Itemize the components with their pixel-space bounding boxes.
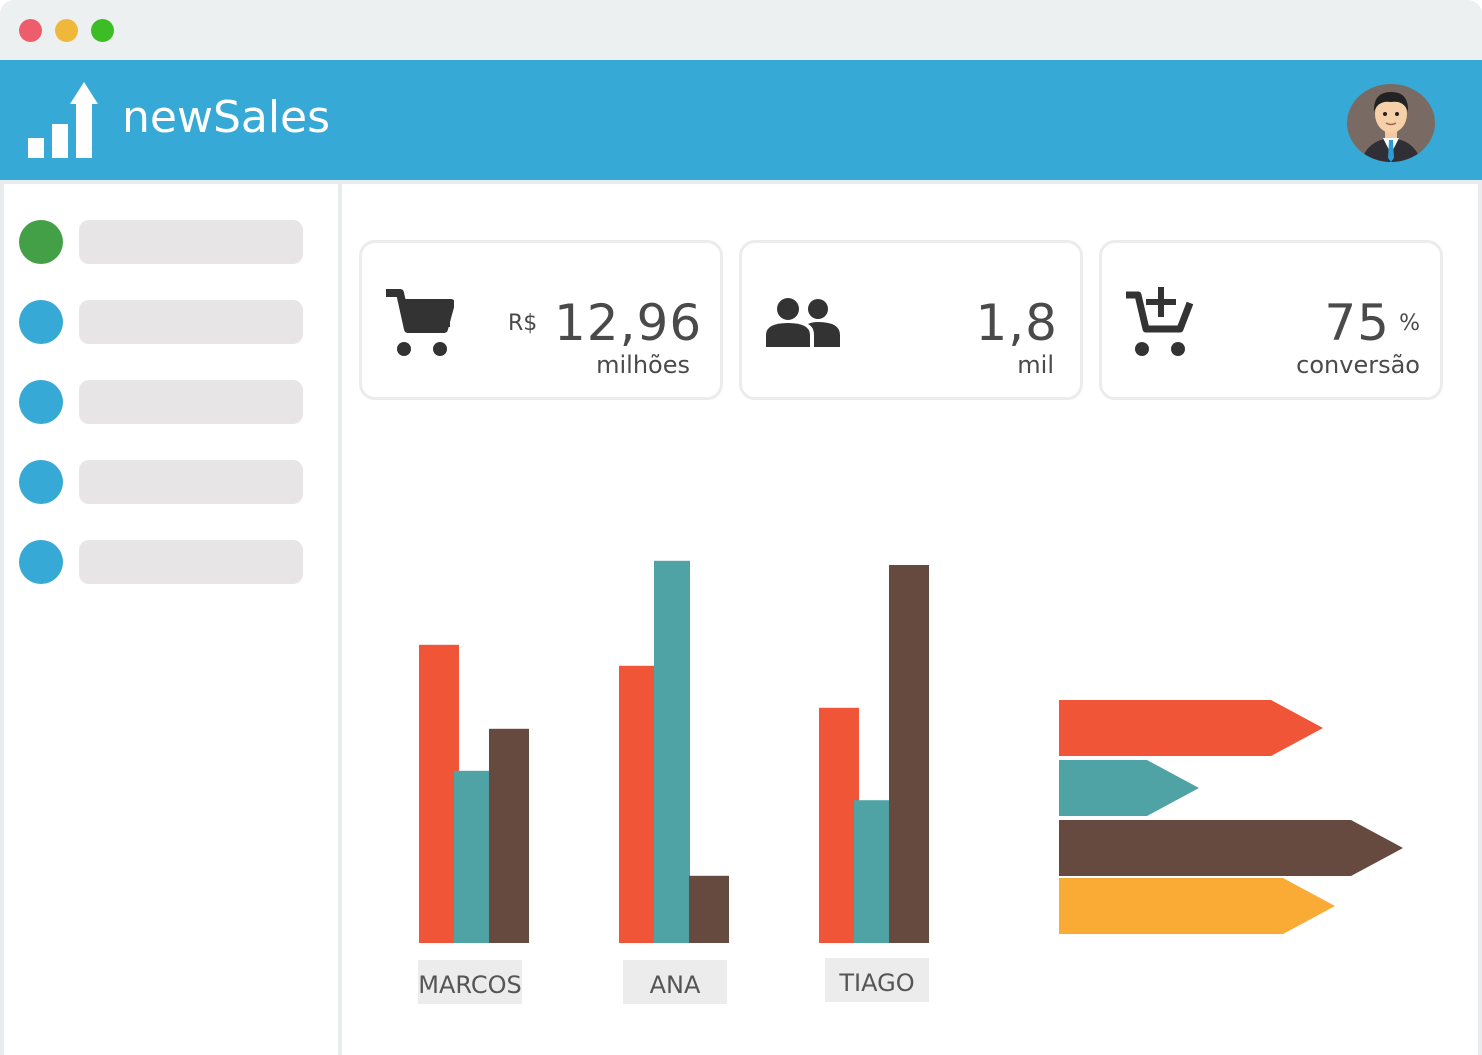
- sidebar-item-2-placeholder[interactable]: [79, 300, 303, 344]
- bar-tiago-series-1: [819, 707, 859, 943]
- vertical-bar-chart: [419, 560, 929, 943]
- sales-charts: [419, 560, 1403, 943]
- arrow-bar-4: [1059, 878, 1335, 934]
- revenue-prefix: R$: [508, 311, 538, 336]
- bar-ana-series-1: [619, 665, 659, 943]
- close-window-button[interactable]: [19, 19, 42, 42]
- customers-value: 1,8: [975, 294, 1058, 352]
- minimize-window-button[interactable]: [55, 19, 78, 42]
- sidebar-item-3-dot[interactable]: [19, 380, 63, 424]
- window-right-border: [1478, 180, 1482, 1055]
- bar-marcos-series-3: [489, 728, 529, 943]
- maximize-window-button[interactable]: [91, 19, 114, 42]
- horizontal-arrow-chart: [1059, 700, 1403, 934]
- bar-tiago-series-3: [889, 565, 929, 943]
- sidebar-item-3-placeholder[interactable]: [79, 380, 303, 424]
- bar-marcos-series-2: [454, 770, 490, 943]
- bar-tiago-series-2: [854, 800, 890, 943]
- conversion-value: 75: [1324, 294, 1390, 352]
- customers-unit: mil: [1017, 351, 1054, 379]
- customers-card[interactable]: 1,8 mil: [739, 240, 1083, 400]
- bar-ana-series-3: [689, 875, 729, 943]
- growth-chart-icon: [28, 82, 98, 158]
- sidebar-item-5-placeholder[interactable]: [79, 540, 303, 584]
- user-avatar[interactable]: [1347, 84, 1435, 162]
- bar-marcos-series-1: [419, 644, 459, 943]
- sidebar-item-2-dot[interactable]: [19, 300, 63, 344]
- sidebar-item-1-dot[interactable]: [19, 220, 63, 264]
- sidebar-item-5-dot[interactable]: [19, 540, 63, 584]
- sidebar-item-4-placeholder[interactable]: [79, 460, 303, 504]
- revenue-card[interactable]: R$ 12,96 milhões: [359, 240, 723, 400]
- conversion-suffix: %: [1399, 311, 1420, 336]
- content-top-border: [0, 180, 1482, 184]
- conversion-card[interactable]: 75 % conversão: [1099, 240, 1443, 400]
- arrow-bar-2: [1059, 760, 1199, 816]
- window-left-border: [0, 180, 4, 1055]
- x-tick-label-tiago: TIAGO: [825, 958, 929, 1002]
- conversion-unit: conversão: [1296, 351, 1420, 379]
- x-tick-label-ana: ANA: [623, 960, 727, 1004]
- arrow-bar-1: [1059, 700, 1323, 756]
- people-icon: [766, 298, 840, 347]
- bar-ana-series-2: [654, 560, 690, 943]
- app-header: newSales: [0, 60, 1482, 180]
- sidebar-item-4-dot[interactable]: [19, 460, 63, 504]
- arrow-bar-3: [1059, 820, 1403, 876]
- cart-icon: [386, 289, 454, 356]
- sidebar-item-1-placeholder[interactable]: [79, 220, 303, 264]
- revenue-value: 12,96: [554, 294, 703, 352]
- sidebar-divider: [338, 180, 342, 1055]
- app-brand-name[interactable]: newSales: [122, 92, 331, 143]
- window-titlebar: [0, 0, 1482, 60]
- cart-add-icon: [1126, 287, 1194, 356]
- revenue-unit: milhões: [596, 351, 690, 379]
- x-tick-label-marcos: MARCOS: [418, 960, 522, 1004]
